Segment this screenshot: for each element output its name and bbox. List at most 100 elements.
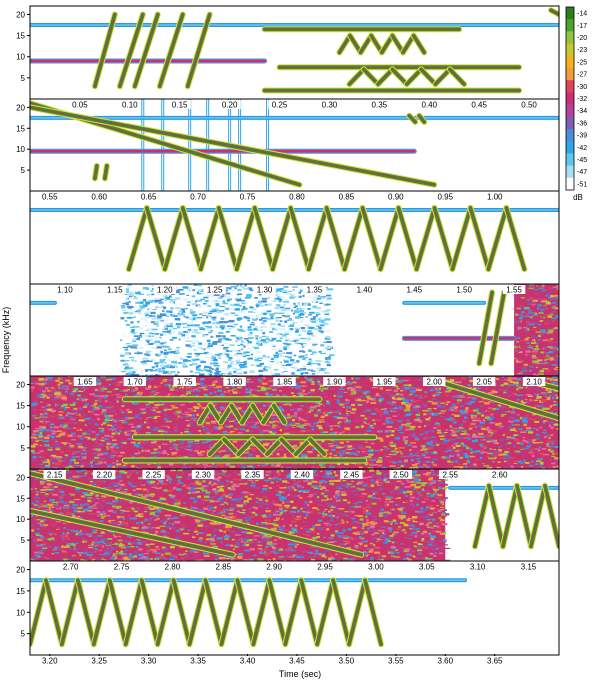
noise-speck bbox=[131, 409, 133, 411]
noise-speck bbox=[131, 465, 135, 467]
noise-speck bbox=[144, 421, 146, 423]
noise-speck bbox=[489, 423, 492, 424]
noise-speck bbox=[337, 465, 343, 466]
noise-speck bbox=[437, 425, 440, 427]
noise-speck bbox=[242, 286, 245, 288]
noise-speck bbox=[247, 340, 249, 342]
noise-speck bbox=[289, 341, 294, 342]
noise-speck bbox=[40, 432, 43, 435]
noise-speck bbox=[404, 409, 410, 411]
noise-speck bbox=[320, 353, 326, 354]
noise-speck bbox=[387, 426, 393, 428]
noise-speck bbox=[359, 395, 363, 397]
noise-speck bbox=[502, 414, 507, 415]
x-axis-label: Time (sec) bbox=[279, 669, 321, 679]
noise-speck bbox=[104, 435, 109, 437]
noise-speck bbox=[376, 393, 379, 395]
noise-speck bbox=[533, 300, 538, 302]
noise-speck bbox=[339, 453, 345, 455]
noise-speck bbox=[406, 426, 410, 427]
noise-speck bbox=[145, 301, 149, 303]
noise-speck bbox=[534, 290, 537, 291]
noise-speck bbox=[511, 414, 517, 416]
noise-speck bbox=[491, 414, 494, 416]
noise-speck bbox=[72, 402, 76, 403]
noise-speck bbox=[63, 426, 66, 428]
noise-speck bbox=[239, 311, 245, 314]
noise-speck bbox=[280, 356, 285, 357]
noise-speck bbox=[235, 304, 238, 305]
noise-speck bbox=[271, 323, 275, 325]
noise-speck bbox=[488, 438, 492, 439]
noise-speck bbox=[310, 426, 315, 427]
noise-speck bbox=[227, 427, 230, 428]
noise-speck bbox=[499, 393, 502, 395]
noise-speck bbox=[536, 367, 538, 368]
noise-speck bbox=[133, 316, 135, 318]
noise-speck bbox=[539, 427, 542, 428]
noise-speck bbox=[479, 401, 484, 402]
noise-speck bbox=[480, 422, 485, 424]
noise-speck bbox=[520, 340, 525, 342]
noise-speck bbox=[534, 348, 539, 350]
noise-speck bbox=[481, 414, 484, 416]
noise-speck bbox=[453, 396, 456, 397]
y-axis-label: Frequency (kHz) bbox=[1, 307, 11, 374]
noise-speck bbox=[82, 450, 85, 452]
noise-speck bbox=[540, 361, 546, 363]
noise-speck bbox=[349, 380, 352, 382]
noise-speck bbox=[88, 438, 91, 440]
noise-speck bbox=[552, 376, 557, 378]
noise-speck bbox=[506, 461, 509, 462]
noise-speck bbox=[282, 337, 286, 338]
noise-speck bbox=[141, 361, 145, 363]
noise-speck bbox=[346, 406, 351, 408]
noise-speck bbox=[218, 426, 223, 428]
noise-speck bbox=[397, 449, 400, 451]
noise-speck bbox=[516, 346, 519, 348]
noise-speck bbox=[379, 397, 384, 399]
noise-speck bbox=[166, 316, 169, 317]
noise-speck bbox=[198, 355, 201, 357]
noise-speck bbox=[133, 374, 139, 376]
noise-speck bbox=[308, 303, 311, 306]
noise-speck bbox=[487, 453, 492, 454]
panel-frame bbox=[30, 99, 559, 191]
noise-speck bbox=[180, 415, 186, 417]
noise-speck bbox=[142, 412, 146, 413]
x-tick-label: 0.25 bbox=[272, 101, 288, 110]
noise-speck bbox=[78, 459, 82, 461]
noise-speck bbox=[290, 290, 294, 291]
noise-speck bbox=[551, 456, 555, 457]
noise-speck bbox=[519, 317, 522, 319]
noise-speck bbox=[526, 342, 530, 343]
noise-speck bbox=[319, 370, 325, 372]
broadband-noise bbox=[30, 376, 564, 471]
noise-speck bbox=[126, 297, 128, 300]
noise-speck bbox=[182, 387, 184, 389]
noise-speck bbox=[248, 315, 254, 317]
noise-speck bbox=[360, 400, 366, 402]
noise-speck bbox=[218, 354, 220, 356]
noise-speck bbox=[199, 327, 204, 328]
noise-speck bbox=[329, 354, 335, 356]
noise-speck bbox=[58, 387, 60, 388]
noise-speck bbox=[237, 319, 240, 321]
zigzag-down bbox=[450, 69, 464, 84]
noise-speck bbox=[529, 346, 535, 347]
noise-speck bbox=[220, 296, 224, 298]
noise-speck bbox=[515, 320, 520, 322]
noise-speck bbox=[346, 429, 350, 430]
zigzag-down-core bbox=[435, 208, 453, 269]
noise-speck bbox=[82, 414, 85, 416]
noise-speck bbox=[255, 326, 258, 327]
noise-speck bbox=[540, 320, 544, 322]
noise-speck bbox=[197, 292, 199, 294]
noise-speck bbox=[527, 299, 530, 301]
noise-speck bbox=[183, 299, 188, 301]
noise-speck bbox=[531, 461, 534, 463]
noise-speck bbox=[71, 393, 74, 395]
noise-speck bbox=[312, 344, 317, 345]
noise-speck bbox=[120, 386, 125, 387]
noise-speck bbox=[192, 314, 197, 316]
